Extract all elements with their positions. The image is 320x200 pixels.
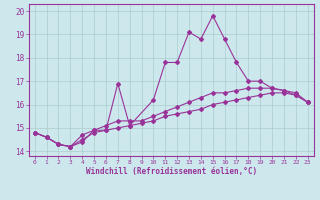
X-axis label: Windchill (Refroidissement éolien,°C): Windchill (Refroidissement éolien,°C) [86, 167, 257, 176]
